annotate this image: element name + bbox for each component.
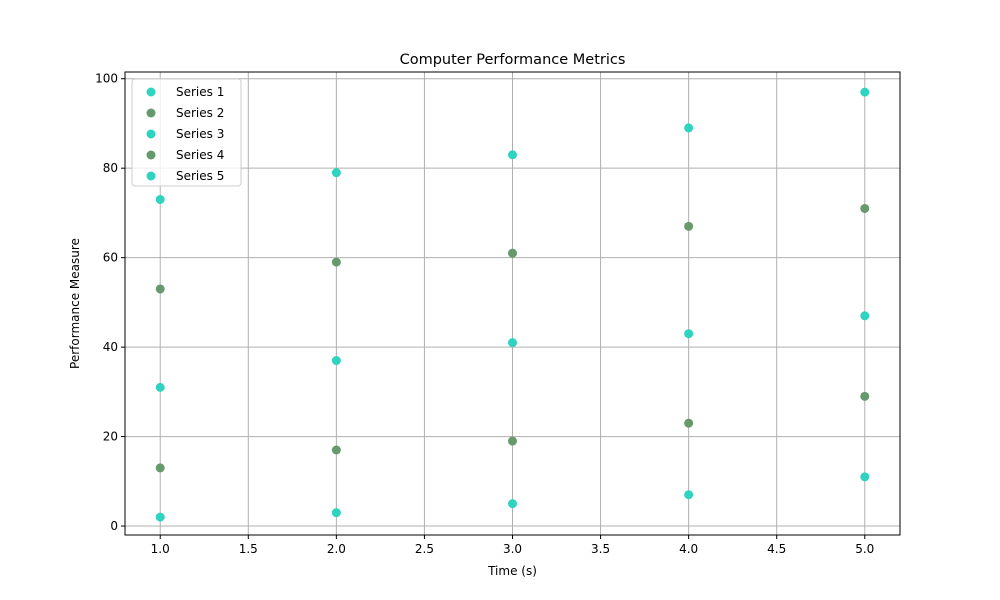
y-axis-ticks: 0 20 40 60 80 100 xyxy=(95,72,125,533)
y-tick-label: 20 xyxy=(103,430,118,444)
series-2-point xyxy=(331,445,341,455)
series-2-point xyxy=(508,436,517,446)
legend-marker xyxy=(146,108,156,118)
x-tick-label: 1.0 xyxy=(151,542,170,556)
x-tick-label: 4.5 xyxy=(767,542,786,556)
legend-marker xyxy=(146,87,156,97)
series-3-point xyxy=(508,338,517,348)
series-5-point xyxy=(684,123,694,133)
legend-marker xyxy=(146,129,156,139)
x-tick-label: 3.0 xyxy=(503,542,522,556)
series-2-point xyxy=(860,391,870,401)
x-axis-ticks: 1.0 1.5 2.0 2.5 3.0 3.5 4.0 4.5 5.0 xyxy=(151,535,874,556)
legend: Series 1 Series 2 Series 3 Series 4 Series 5 xyxy=(131,78,242,187)
series-4-point xyxy=(508,248,517,258)
x-axis-label: Time (s) xyxy=(487,564,537,578)
series-4-point xyxy=(860,203,870,213)
y-tick-label: 80 xyxy=(103,161,118,175)
series-4-point xyxy=(331,257,341,267)
series-3-point xyxy=(155,382,165,392)
series-3-point xyxy=(860,311,870,321)
chart-title: Computer Performance Metrics xyxy=(400,52,626,68)
y-tick-label: 100 xyxy=(95,72,118,86)
y-tick-label: 40 xyxy=(103,340,118,354)
legend-label: Series 3 xyxy=(176,127,224,141)
legend-label: Series 4 xyxy=(176,148,224,162)
series-4-point xyxy=(684,221,694,231)
x-tick-label: 2.5 xyxy=(415,542,434,556)
legend-frame xyxy=(131,78,242,187)
series-5-point xyxy=(155,194,165,204)
legend-marker xyxy=(146,150,156,160)
series-2-point xyxy=(684,418,694,428)
legend-marker xyxy=(146,171,156,181)
y-axis-label: Performance Measure xyxy=(68,238,82,369)
legend-label: Series 5 xyxy=(176,169,224,183)
series-1-point xyxy=(860,472,870,482)
x-tick-label: 1.5 xyxy=(239,542,258,556)
data-points xyxy=(155,87,870,522)
series-5-point xyxy=(508,150,517,160)
legend-label: Series 1 xyxy=(176,85,224,99)
series-1-point xyxy=(508,499,517,509)
series-1-point xyxy=(684,490,694,500)
legend-label: Series 2 xyxy=(176,106,224,120)
y-tick-label: 0 xyxy=(110,519,118,533)
y-tick-label: 60 xyxy=(103,251,118,265)
x-tick-label: 2.0 xyxy=(327,542,346,556)
series-5-point xyxy=(331,168,341,178)
series-1-point xyxy=(331,508,341,518)
series-1-point xyxy=(155,512,165,522)
x-tick-label: 4.0 xyxy=(679,542,698,556)
series-3-point xyxy=(331,356,341,366)
series-4-point xyxy=(155,284,165,294)
x-tick-label: 3.5 xyxy=(591,542,610,556)
series-2-point xyxy=(155,463,165,473)
x-tick-label: 5.0 xyxy=(855,542,874,556)
series-3-point xyxy=(684,329,694,339)
series-5-point xyxy=(860,87,870,97)
